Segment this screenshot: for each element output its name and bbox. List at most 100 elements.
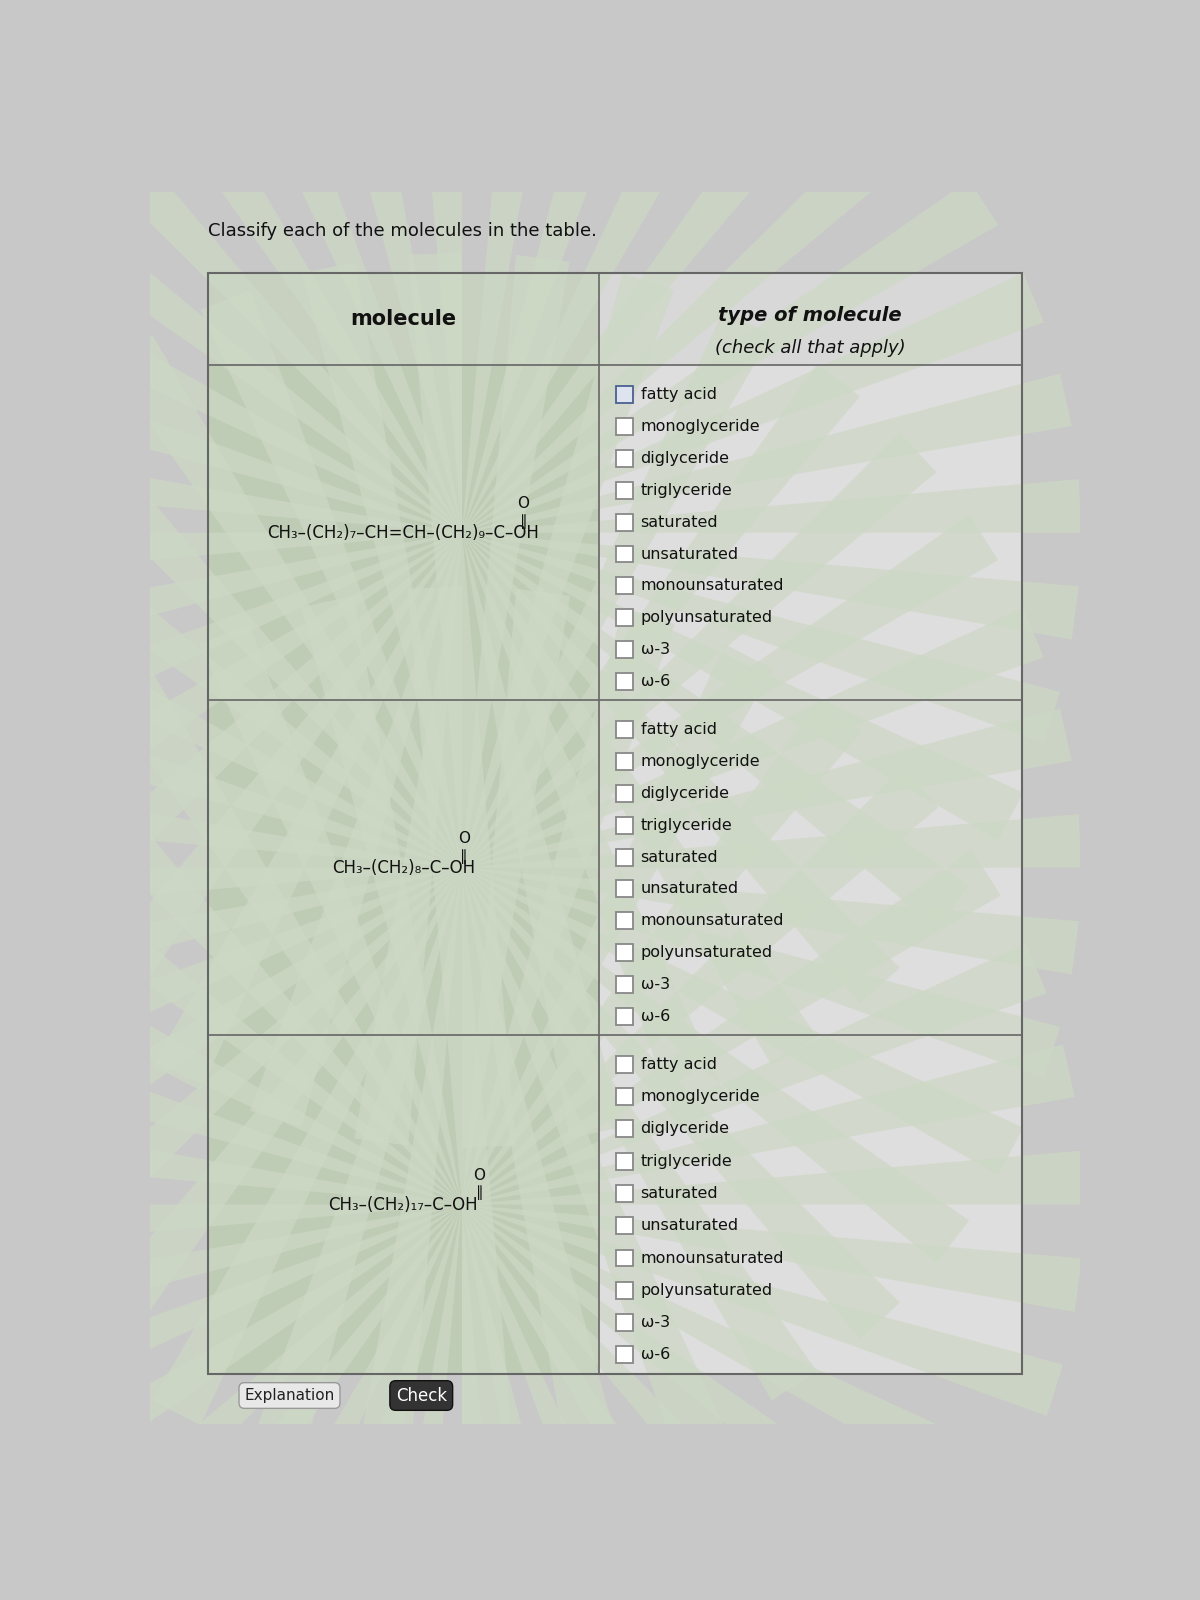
Polygon shape (0, 867, 462, 1221)
Polygon shape (462, 867, 516, 1483)
Polygon shape (462, 533, 1079, 640)
Polygon shape (462, 1205, 1063, 1416)
Polygon shape (462, 867, 623, 1474)
Text: diglyceride: diglyceride (641, 786, 730, 800)
Polygon shape (0, 533, 462, 885)
Polygon shape (251, 533, 462, 1126)
Bar (616, 578, 632, 594)
Polygon shape (0, 1205, 462, 1365)
Polygon shape (462, 179, 998, 533)
Polygon shape (462, 814, 1081, 867)
Polygon shape (152, 533, 462, 1090)
Polygon shape (462, 274, 673, 867)
Polygon shape (200, 290, 462, 867)
Polygon shape (0, 994, 462, 1205)
Bar (616, 1120, 632, 1138)
Text: unsaturated: unsaturated (641, 1218, 739, 1234)
Polygon shape (462, 254, 570, 867)
Polygon shape (462, 1150, 1085, 1205)
Text: polyunsaturated: polyunsaturated (641, 1283, 773, 1298)
Polygon shape (462, 768, 938, 1205)
Polygon shape (0, 533, 462, 968)
Bar (616, 1282, 632, 1299)
Polygon shape (0, 658, 462, 867)
Bar (616, 1152, 632, 1170)
Text: ∥: ∥ (520, 514, 527, 528)
Bar (616, 610, 632, 626)
Bar (616, 674, 632, 690)
Bar (208, 701, 599, 1035)
Text: Check: Check (396, 1387, 446, 1405)
Text: ω-6: ω-6 (641, 1347, 670, 1362)
Polygon shape (408, 586, 462, 1205)
Text: Classify each of the molecules in the table.: Classify each of the molecules in the ta… (208, 221, 598, 240)
Polygon shape (462, 98, 936, 533)
Polygon shape (0, 533, 462, 792)
Polygon shape (462, 867, 817, 1400)
Text: type of molecule: type of molecule (719, 306, 902, 325)
Bar (616, 1218, 632, 1234)
Polygon shape (0, 426, 462, 533)
Polygon shape (0, 472, 462, 867)
Bar (616, 642, 632, 658)
Polygon shape (462, 533, 516, 1147)
Text: polyunsaturated: polyunsaturated (641, 946, 773, 960)
Polygon shape (462, 533, 623, 1139)
Polygon shape (462, 867, 1060, 1078)
Polygon shape (0, 322, 462, 533)
Bar (616, 1186, 632, 1202)
Polygon shape (462, 1205, 623, 1600)
Text: ω-3: ω-3 (641, 642, 670, 658)
Polygon shape (462, 0, 673, 533)
Polygon shape (462, 533, 1060, 742)
Text: triglyceride: triglyceride (641, 483, 732, 498)
Bar (616, 514, 632, 531)
Polygon shape (462, 363, 860, 867)
Text: O: O (458, 830, 470, 846)
Bar (599, 274, 1022, 365)
Bar (616, 912, 632, 930)
Polygon shape (408, 253, 462, 867)
Text: fatty acid: fatty acid (641, 387, 716, 402)
Polygon shape (0, 867, 462, 1027)
Polygon shape (0, 138, 462, 533)
Bar (599, 365, 1022, 701)
Polygon shape (462, 1205, 902, 1600)
Polygon shape (0, 1098, 462, 1205)
Polygon shape (462, 373, 1072, 533)
Text: saturated: saturated (641, 515, 718, 530)
Polygon shape (462, 1205, 1082, 1312)
Polygon shape (462, 515, 998, 867)
Polygon shape (462, 0, 772, 533)
Text: fatty acid: fatty acid (641, 1058, 716, 1072)
Bar (616, 450, 632, 467)
Polygon shape (462, 533, 900, 1003)
Polygon shape (251, 867, 462, 1462)
Text: molecule: molecule (350, 309, 456, 330)
Polygon shape (462, 1045, 1075, 1205)
Bar (616, 418, 632, 435)
Polygon shape (301, 262, 462, 867)
Polygon shape (152, 867, 462, 1426)
Polygon shape (462, 589, 570, 1205)
Bar (616, 816, 632, 834)
Polygon shape (199, 624, 462, 1205)
Bar (616, 482, 632, 499)
Text: CH₃–(CH₂)₁₇–C–OH: CH₃–(CH₂)₁₇–C–OH (329, 1195, 479, 1213)
Text: (check all that apply): (check all that apply) (715, 339, 906, 357)
Bar (616, 1314, 632, 1331)
Text: diglyceride: diglyceride (641, 1122, 730, 1136)
Polygon shape (462, 1205, 1026, 1514)
Bar (616, 1008, 632, 1026)
Polygon shape (462, 867, 970, 1262)
Polygon shape (0, 1205, 462, 1466)
Bar (616, 754, 632, 770)
Polygon shape (200, 0, 462, 533)
Text: monoglyceride: monoglyceride (641, 1090, 761, 1104)
Text: ω-3: ω-3 (641, 1315, 670, 1330)
Text: saturated: saturated (641, 1186, 718, 1202)
Polygon shape (462, 850, 1001, 1205)
Text: monoglyceride: monoglyceride (641, 754, 761, 770)
Text: monoglyceride: monoglyceride (641, 419, 761, 434)
Polygon shape (64, 867, 462, 1371)
